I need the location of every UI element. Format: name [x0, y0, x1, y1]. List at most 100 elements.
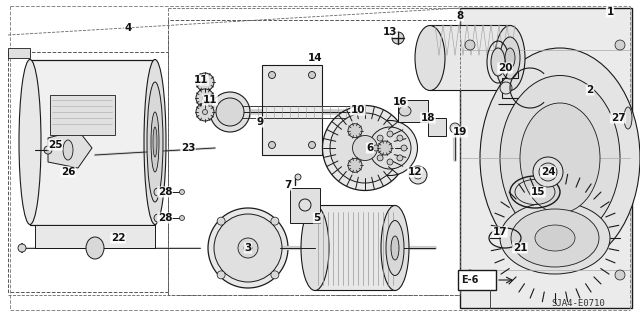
Ellipse shape — [216, 98, 244, 126]
Ellipse shape — [271, 271, 279, 279]
Ellipse shape — [386, 220, 404, 276]
Ellipse shape — [500, 82, 512, 94]
Ellipse shape — [44, 146, 52, 154]
Ellipse shape — [196, 89, 214, 107]
Text: 6: 6 — [366, 143, 374, 153]
Ellipse shape — [533, 157, 563, 187]
Ellipse shape — [323, 106, 408, 190]
Ellipse shape — [154, 188, 162, 196]
Polygon shape — [460, 8, 632, 308]
Text: 28: 28 — [157, 213, 172, 223]
Bar — [398, 100, 428, 122]
Ellipse shape — [63, 140, 73, 160]
Ellipse shape — [144, 60, 166, 225]
Text: 12: 12 — [408, 167, 422, 177]
Ellipse shape — [500, 202, 610, 274]
Text: 17: 17 — [493, 227, 508, 237]
Ellipse shape — [153, 127, 157, 157]
Ellipse shape — [401, 145, 407, 151]
Text: 24: 24 — [541, 167, 556, 177]
Bar — [262, 65, 322, 155]
Polygon shape — [315, 205, 395, 290]
Text: 11: 11 — [203, 95, 217, 105]
Ellipse shape — [615, 40, 625, 50]
Text: 19: 19 — [453, 127, 467, 137]
Text: 27: 27 — [611, 113, 625, 123]
Ellipse shape — [511, 209, 599, 267]
Text: 20: 20 — [498, 63, 512, 73]
Ellipse shape — [373, 145, 379, 151]
Ellipse shape — [378, 141, 392, 155]
Ellipse shape — [202, 109, 207, 115]
Polygon shape — [35, 225, 155, 248]
Ellipse shape — [535, 225, 575, 251]
Bar — [458, 270, 496, 290]
Ellipse shape — [147, 82, 163, 202]
Ellipse shape — [179, 189, 184, 195]
Ellipse shape — [196, 73, 214, 91]
Ellipse shape — [269, 71, 275, 78]
Ellipse shape — [480, 48, 640, 268]
Ellipse shape — [381, 205, 409, 291]
Polygon shape — [48, 130, 92, 168]
Ellipse shape — [450, 123, 460, 133]
Text: 28: 28 — [157, 187, 172, 197]
Text: 3: 3 — [244, 243, 252, 253]
Text: E-6: E-6 — [461, 275, 479, 285]
Text: 15: 15 — [531, 187, 545, 197]
Bar — [50, 95, 115, 135]
Ellipse shape — [491, 48, 505, 76]
Text: SJA4-E0710: SJA4-E0710 — [551, 299, 605, 308]
Polygon shape — [430, 25, 510, 90]
Polygon shape — [30, 60, 155, 225]
Ellipse shape — [353, 136, 378, 160]
Ellipse shape — [500, 37, 520, 79]
Text: 23: 23 — [180, 143, 195, 153]
Ellipse shape — [399, 106, 411, 116]
Ellipse shape — [348, 124, 362, 138]
Ellipse shape — [615, 270, 625, 280]
Ellipse shape — [397, 135, 403, 141]
Ellipse shape — [18, 244, 26, 252]
Ellipse shape — [387, 131, 393, 137]
Text: 21: 21 — [513, 243, 527, 253]
Polygon shape — [8, 48, 30, 58]
Ellipse shape — [295, 174, 301, 180]
Ellipse shape — [465, 40, 475, 50]
Text: 14: 14 — [308, 53, 323, 63]
Ellipse shape — [391, 236, 399, 260]
Text: 8: 8 — [456, 11, 463, 21]
Text: 22: 22 — [111, 233, 125, 243]
Ellipse shape — [271, 217, 279, 225]
Text: 26: 26 — [61, 167, 76, 177]
Text: 13: 13 — [383, 27, 397, 37]
Ellipse shape — [397, 155, 403, 161]
Ellipse shape — [392, 32, 404, 44]
Ellipse shape — [500, 76, 620, 241]
Text: 5: 5 — [314, 213, 321, 223]
Ellipse shape — [495, 26, 525, 91]
Text: 16: 16 — [393, 97, 407, 107]
Ellipse shape — [520, 103, 600, 213]
Ellipse shape — [377, 135, 383, 141]
Ellipse shape — [19, 60, 41, 225]
Bar — [290, 188, 320, 223]
Ellipse shape — [308, 142, 316, 149]
Text: 18: 18 — [420, 113, 435, 123]
Ellipse shape — [369, 127, 411, 169]
Text: 10: 10 — [351, 105, 365, 115]
Text: 1: 1 — [606, 7, 614, 17]
Text: 9: 9 — [257, 117, 264, 127]
Ellipse shape — [244, 244, 252, 252]
Ellipse shape — [217, 217, 225, 225]
Ellipse shape — [415, 26, 445, 91]
Ellipse shape — [308, 71, 316, 78]
Text: 25: 25 — [48, 140, 62, 150]
Ellipse shape — [202, 95, 207, 100]
Ellipse shape — [196, 103, 214, 121]
Ellipse shape — [624, 107, 632, 129]
Ellipse shape — [539, 163, 557, 181]
Ellipse shape — [208, 208, 288, 288]
Ellipse shape — [151, 112, 159, 172]
Ellipse shape — [505, 48, 515, 68]
